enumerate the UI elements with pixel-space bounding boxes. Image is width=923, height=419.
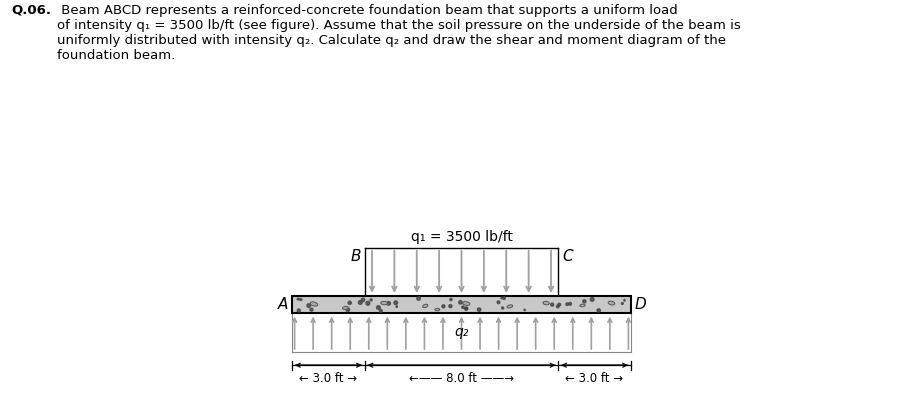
Point xyxy=(294,296,308,303)
Point xyxy=(453,299,468,306)
Point xyxy=(615,300,629,307)
Point xyxy=(355,297,370,303)
Point xyxy=(496,305,510,311)
Point xyxy=(617,297,632,304)
Point xyxy=(585,296,600,303)
Text: ← 3.0 ft →: ← 3.0 ft → xyxy=(566,372,624,385)
Point xyxy=(361,300,376,307)
Point xyxy=(550,303,565,310)
Point xyxy=(552,301,567,308)
Ellipse shape xyxy=(462,302,470,305)
Point xyxy=(342,300,357,306)
Point xyxy=(517,307,532,313)
Text: Beam ABCD represents a reinforced-concrete foundation beam that supports a unifo: Beam ABCD represents a reinforced-concre… xyxy=(57,4,741,62)
Point xyxy=(291,296,306,303)
Point xyxy=(444,296,459,303)
Point xyxy=(545,301,559,308)
Text: D: D xyxy=(634,297,646,312)
Ellipse shape xyxy=(435,308,439,311)
Text: C: C xyxy=(562,249,572,264)
Point xyxy=(559,301,574,308)
Bar xyxy=(293,296,630,313)
Ellipse shape xyxy=(310,302,318,306)
Point xyxy=(292,307,306,314)
Point xyxy=(371,304,386,311)
Point xyxy=(592,307,606,314)
Text: ← 3.0 ft →: ← 3.0 ft → xyxy=(299,372,357,385)
Point xyxy=(341,306,355,313)
Point xyxy=(491,299,506,305)
Text: A: A xyxy=(278,297,289,312)
Point xyxy=(436,303,450,310)
Ellipse shape xyxy=(543,301,549,305)
Point xyxy=(563,300,578,307)
Ellipse shape xyxy=(423,304,427,308)
Point xyxy=(304,306,318,313)
Point xyxy=(443,303,458,310)
Ellipse shape xyxy=(342,306,348,309)
Text: q₁ = 3500 lb/ft: q₁ = 3500 lb/ft xyxy=(411,230,512,244)
Point xyxy=(353,299,367,306)
Point xyxy=(302,302,317,309)
Point xyxy=(456,304,471,310)
Point xyxy=(459,305,473,312)
Ellipse shape xyxy=(580,304,585,307)
Ellipse shape xyxy=(380,301,388,305)
Ellipse shape xyxy=(507,305,512,308)
Point xyxy=(381,300,396,307)
Point xyxy=(390,303,404,310)
Point xyxy=(389,300,403,306)
Text: Q.06.: Q.06. xyxy=(11,4,51,17)
Point xyxy=(411,295,426,302)
Point xyxy=(364,297,378,303)
Point xyxy=(577,298,592,305)
Point xyxy=(497,295,511,302)
Text: B: B xyxy=(351,249,361,264)
Text: ←—— 8.0 ft ——→: ←—— 8.0 ft ——→ xyxy=(409,372,514,385)
Point xyxy=(472,306,486,313)
Text: q₂: q₂ xyxy=(454,325,469,339)
Ellipse shape xyxy=(608,301,615,305)
Point xyxy=(459,305,473,312)
Point xyxy=(374,308,389,314)
Point xyxy=(495,295,509,301)
